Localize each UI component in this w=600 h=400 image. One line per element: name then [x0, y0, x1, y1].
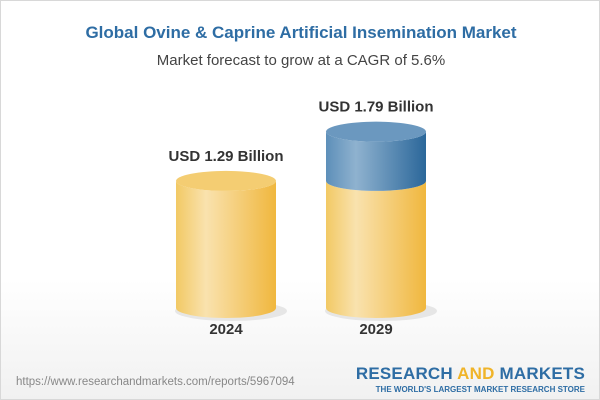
- chart-title: Global Ovine & Caprine Artificial Insemi…: [85, 23, 517, 42]
- data-label-2024: USD 1.29 Billion: [168, 148, 283, 165]
- chart-subtitle: Market forecast to grow at a CAGR of 5.6…: [156, 52, 446, 69]
- cylinder-top-2024: [176, 170, 276, 191]
- data-label-2029: USD 1.79 Billion: [318, 99, 433, 116]
- research-and-markets-logo: RESEARCH AND MARKETS THE WORLD'S LARGEST…: [356, 364, 585, 394]
- cylinder-base-2024: [176, 180, 276, 318]
- logo-text-markets: MARKETS: [494, 364, 585, 383]
- logo-text-research: RESEARCH: [355, 364, 458, 383]
- cylinder-growth-2029: [326, 131, 426, 191]
- cylinder-base-2029: [326, 180, 426, 318]
- logo-text-and: AND: [457, 364, 495, 383]
- source-url[interactable]: https://www.researchandmarkets.com/repor…: [16, 376, 295, 388]
- logo-tagline: THE WORLD'S LARGEST MARKET RESEARCH STOR…: [375, 385, 585, 394]
- cylinder-chart: USD 1.29 Billion USD 1.79 Billion 2024 2…: [168, 99, 437, 338]
- cylinder-top-2029: [326, 121, 426, 142]
- category-label-2024: 2024: [209, 321, 243, 338]
- category-label-2029: 2029: [359, 321, 392, 338]
